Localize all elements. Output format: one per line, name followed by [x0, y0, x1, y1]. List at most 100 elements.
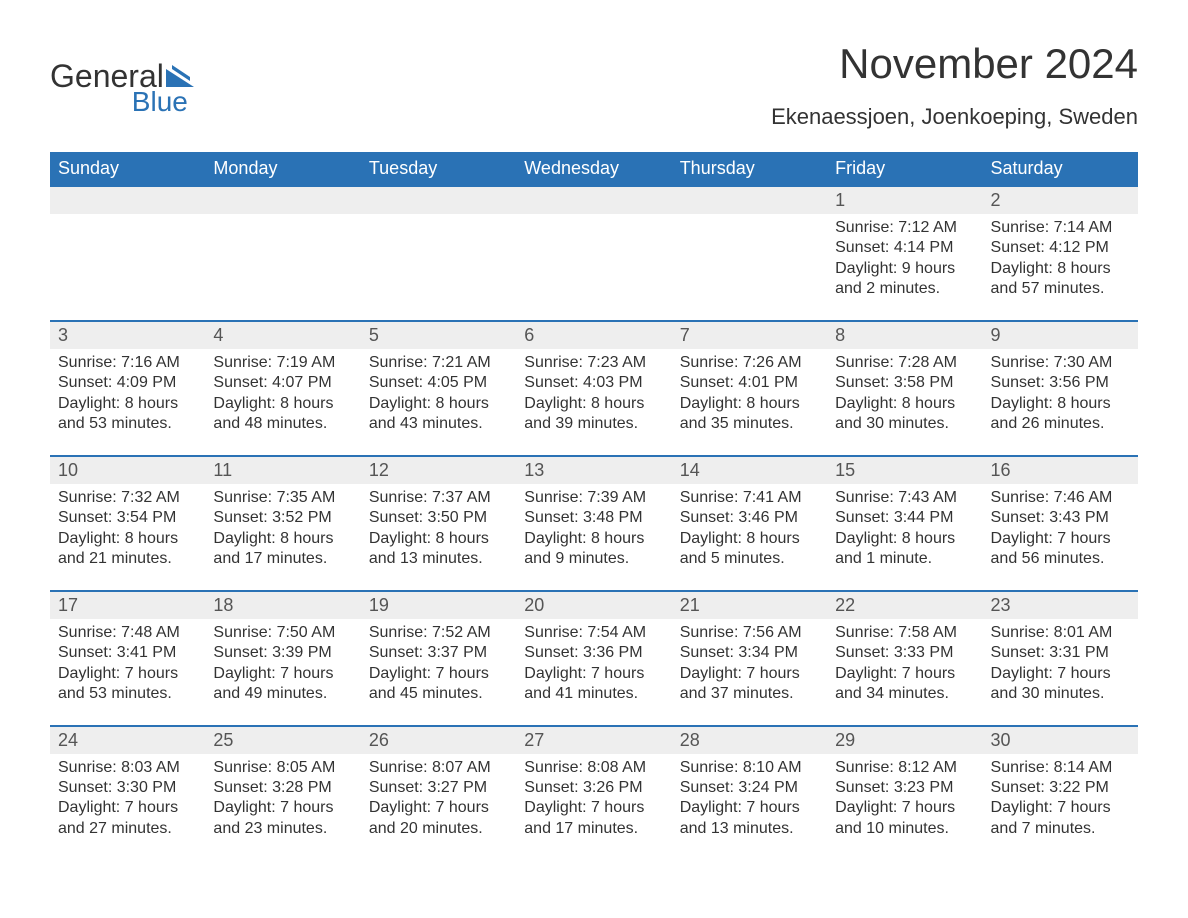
day-content-cell: Sunrise: 8:03 AMSunset: 3:30 PMDaylight:… [50, 754, 205, 860]
sunset-text: Sunset: 3:24 PM [680, 778, 819, 798]
sunset-text: Sunset: 4:03 PM [524, 373, 663, 393]
sunrise-text: Sunrise: 7:12 AM [835, 218, 974, 238]
sunrise-text: Sunrise: 7:54 AM [524, 623, 663, 643]
day-content-cell [50, 214, 205, 321]
day-content-cell: Sunrise: 7:39 AMSunset: 3:48 PMDaylight:… [516, 484, 671, 591]
sunset-text: Sunset: 3:43 PM [991, 508, 1130, 528]
week-content-row: Sunrise: 7:32 AMSunset: 3:54 PMDaylight:… [50, 484, 1138, 591]
sunset-text: Sunset: 3:31 PM [991, 643, 1130, 663]
sunset-text: Sunset: 3:36 PM [524, 643, 663, 663]
day-content-cell: Sunrise: 8:14 AMSunset: 3:22 PMDaylight:… [983, 754, 1138, 860]
daylight-text: Daylight: 7 hours and 37 minutes. [680, 664, 819, 705]
day-number-cell: 8 [827, 321, 982, 349]
day-number-cell: 15 [827, 456, 982, 484]
week-content-row: Sunrise: 7:12 AMSunset: 4:14 PMDaylight:… [50, 214, 1138, 321]
day-number-cell: 16 [983, 456, 1138, 484]
sunrise-text: Sunrise: 8:01 AM [991, 623, 1130, 643]
day-number-cell: 18 [205, 591, 360, 619]
day-content-cell: Sunrise: 8:12 AMSunset: 3:23 PMDaylight:… [827, 754, 982, 860]
sunrise-text: Sunrise: 7:37 AM [369, 488, 508, 508]
day-content-cell: Sunrise: 7:28 AMSunset: 3:58 PMDaylight:… [827, 349, 982, 456]
day-number-cell: 2 [983, 186, 1138, 214]
logo: General Blue [50, 60, 194, 118]
sunset-text: Sunset: 4:12 PM [991, 238, 1130, 258]
daylight-text: Daylight: 7 hours and 45 minutes. [369, 664, 508, 705]
sunset-text: Sunset: 3:41 PM [58, 643, 197, 663]
daylight-text: Daylight: 8 hours and 9 minutes. [524, 529, 663, 570]
sunset-text: Sunset: 4:05 PM [369, 373, 508, 393]
day-number-cell: 27 [516, 726, 671, 754]
day-header: Saturday [983, 152, 1138, 186]
day-number-cell: 12 [361, 456, 516, 484]
day-content-cell: Sunrise: 7:46 AMSunset: 3:43 PMDaylight:… [983, 484, 1138, 591]
week-daynum-row: 12 [50, 186, 1138, 214]
title-block: November 2024 Ekenaessjoen, Joenkoeping,… [771, 40, 1138, 142]
day-content-cell: Sunrise: 7:50 AMSunset: 3:39 PMDaylight:… [205, 619, 360, 726]
sunrise-text: Sunrise: 7:58 AM [835, 623, 974, 643]
sunset-text: Sunset: 3:34 PM [680, 643, 819, 663]
day-number-cell: 6 [516, 321, 671, 349]
sunset-text: Sunset: 3:54 PM [58, 508, 197, 528]
location: Ekenaessjoen, Joenkoeping, Sweden [771, 104, 1138, 130]
sunrise-text: Sunrise: 7:46 AM [991, 488, 1130, 508]
sunset-text: Sunset: 3:37 PM [369, 643, 508, 663]
day-number-cell: 25 [205, 726, 360, 754]
day-number-cell: 13 [516, 456, 671, 484]
day-header: Wednesday [516, 152, 671, 186]
sunrise-text: Sunrise: 7:26 AM [680, 353, 819, 373]
sunset-text: Sunset: 3:26 PM [524, 778, 663, 798]
day-content-cell: Sunrise: 7:56 AMSunset: 3:34 PMDaylight:… [672, 619, 827, 726]
month-title: November 2024 [771, 40, 1138, 88]
day-content-cell [516, 214, 671, 321]
day-content-cell [672, 214, 827, 321]
header: General Blue November 2024 Ekenaessjoen,… [50, 40, 1138, 142]
day-number-cell: 7 [672, 321, 827, 349]
day-header: Monday [205, 152, 360, 186]
day-number-cell: 4 [205, 321, 360, 349]
sunset-text: Sunset: 3:27 PM [369, 778, 508, 798]
day-number-cell: 21 [672, 591, 827, 619]
sunrise-text: Sunrise: 7:52 AM [369, 623, 508, 643]
sunset-text: Sunset: 3:52 PM [213, 508, 352, 528]
day-content-cell: Sunrise: 7:16 AMSunset: 4:09 PMDaylight:… [50, 349, 205, 456]
day-number-cell: 28 [672, 726, 827, 754]
week-daynum-row: 17181920212223 [50, 591, 1138, 619]
day-number-cell: 17 [50, 591, 205, 619]
day-content-cell: Sunrise: 7:19 AMSunset: 4:07 PMDaylight:… [205, 349, 360, 456]
day-content-cell: Sunrise: 8:07 AMSunset: 3:27 PMDaylight:… [361, 754, 516, 860]
sunrise-text: Sunrise: 7:35 AM [213, 488, 352, 508]
day-content-cell: Sunrise: 7:12 AMSunset: 4:14 PMDaylight:… [827, 214, 982, 321]
day-number-cell: 11 [205, 456, 360, 484]
daylight-text: Daylight: 8 hours and 26 minutes. [991, 394, 1130, 435]
daylight-text: Daylight: 8 hours and 48 minutes. [213, 394, 352, 435]
sunrise-text: Sunrise: 7:48 AM [58, 623, 197, 643]
day-header: Tuesday [361, 152, 516, 186]
day-number-cell [516, 186, 671, 214]
day-number-cell: 23 [983, 591, 1138, 619]
sunset-text: Sunset: 3:50 PM [369, 508, 508, 528]
week-content-row: Sunrise: 8:03 AMSunset: 3:30 PMDaylight:… [50, 754, 1138, 860]
day-number-cell: 26 [361, 726, 516, 754]
daylight-text: Daylight: 8 hours and 53 minutes. [58, 394, 197, 435]
day-number-cell: 14 [672, 456, 827, 484]
day-number-cell: 1 [827, 186, 982, 214]
sunrise-text: Sunrise: 7:39 AM [524, 488, 663, 508]
day-content-cell: Sunrise: 7:14 AMSunset: 4:12 PMDaylight:… [983, 214, 1138, 321]
day-content-cell: Sunrise: 8:05 AMSunset: 3:28 PMDaylight:… [205, 754, 360, 860]
sunset-text: Sunset: 3:23 PM [835, 778, 974, 798]
day-content-cell: Sunrise: 7:37 AMSunset: 3:50 PMDaylight:… [361, 484, 516, 591]
sunset-text: Sunset: 3:28 PM [213, 778, 352, 798]
week-content-row: Sunrise: 7:16 AMSunset: 4:09 PMDaylight:… [50, 349, 1138, 456]
day-number-cell: 24 [50, 726, 205, 754]
daylight-text: Daylight: 7 hours and 7 minutes. [991, 798, 1130, 839]
day-content-cell: Sunrise: 8:10 AMSunset: 3:24 PMDaylight:… [672, 754, 827, 860]
daylight-text: Daylight: 7 hours and 56 minutes. [991, 529, 1130, 570]
daylight-text: Daylight: 8 hours and 30 minutes. [835, 394, 974, 435]
daylight-text: Daylight: 7 hours and 30 minutes. [991, 664, 1130, 705]
day-number-cell [50, 186, 205, 214]
day-header: Thursday [672, 152, 827, 186]
daylight-text: Daylight: 7 hours and 10 minutes. [835, 798, 974, 839]
daylight-text: Daylight: 8 hours and 5 minutes. [680, 529, 819, 570]
day-content-cell [361, 214, 516, 321]
logo-text-2: Blue [50, 86, 194, 118]
